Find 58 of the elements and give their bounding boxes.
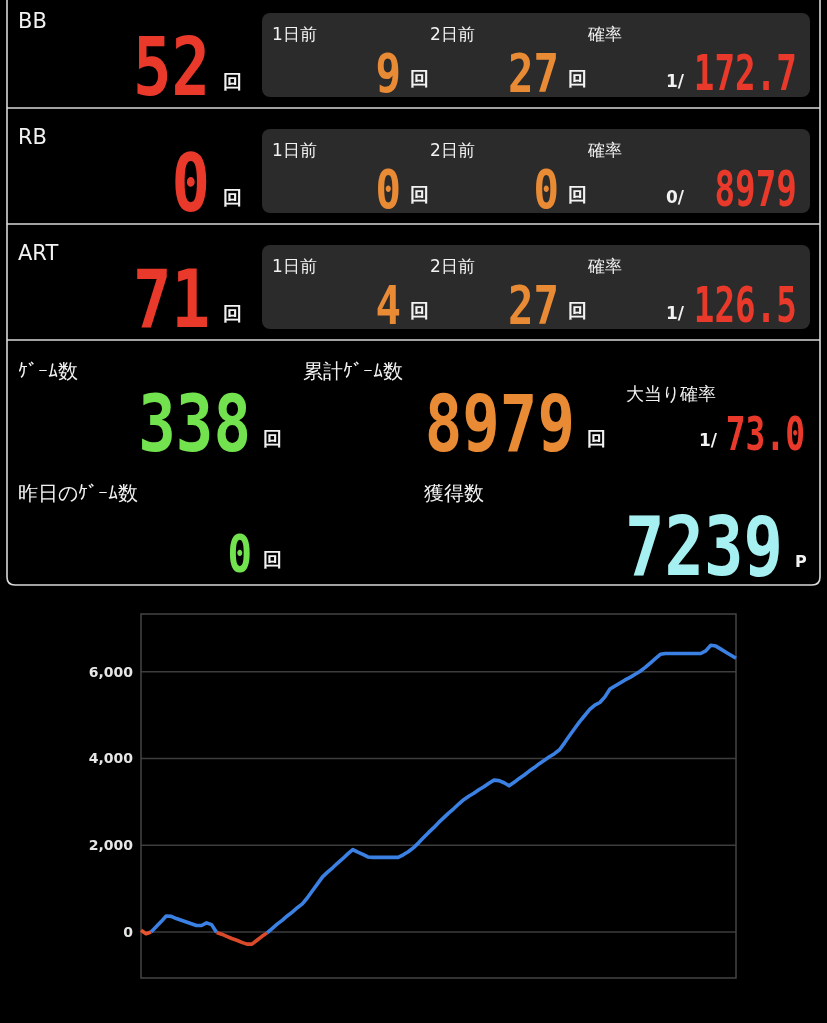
text: 1日前: [272, 24, 317, 44]
text: 回: [263, 427, 282, 449]
line-series: [265, 643, 738, 935]
y-tick-label: 4,000: [88, 750, 134, 767]
text: 27: [507, 274, 559, 337]
text: 回: [568, 67, 587, 89]
line-series: [149, 914, 219, 935]
text: 0: [171, 137, 210, 230]
text: 確率: [587, 24, 622, 44]
text: 27: [507, 42, 559, 105]
text: 1/: [699, 430, 718, 450]
text: 4: [375, 274, 401, 337]
text: P: [795, 552, 807, 571]
text: 126.5: [693, 276, 797, 334]
line-series: [214, 930, 269, 946]
text: 確率: [587, 140, 622, 160]
text: 71: [132, 253, 210, 346]
text: RB: [18, 125, 47, 149]
text: ART: [18, 241, 59, 265]
text: 回: [410, 299, 429, 321]
text: 8979: [714, 160, 797, 218]
text: 獲得数: [424, 481, 484, 505]
text: 確率: [587, 256, 622, 276]
text: 0: [227, 524, 252, 585]
text: 1/: [666, 71, 685, 91]
text: ｹﾞｰﾑ数: [18, 359, 78, 383]
text: 7239: [625, 498, 783, 595]
text: 9: [375, 42, 401, 105]
text: 回: [587, 427, 606, 449]
text: 1日前: [272, 140, 317, 160]
text: 1/: [666, 303, 685, 323]
text: 回: [410, 183, 429, 205]
y-tick-label: 2,000: [88, 837, 134, 854]
text: 回: [223, 302, 242, 324]
text: 52: [132, 21, 210, 114]
text: 回: [568, 183, 587, 205]
text: 2日前: [430, 256, 475, 276]
y-tick-label: 6,000: [88, 663, 134, 680]
text: 8979: [424, 378, 575, 470]
text: 0/: [666, 187, 685, 207]
text: 0: [375, 158, 401, 221]
text: 73.0: [725, 405, 805, 462]
text: 172.7: [693, 44, 797, 102]
text: 1日前: [272, 256, 317, 276]
text: 2日前: [430, 24, 475, 44]
text: 回: [410, 67, 429, 89]
text: 累計ｹﾞｰﾑ数: [303, 359, 403, 383]
text: 大当り確率: [626, 383, 716, 404]
text: 0: [533, 158, 559, 221]
text: 回: [568, 299, 587, 321]
text: 回: [223, 186, 242, 208]
text: BB: [18, 9, 47, 33]
text: 昨日のｹﾞｰﾑ数: [18, 481, 138, 505]
text: 338: [138, 378, 251, 470]
text: 2日前: [430, 140, 475, 160]
text: 回: [223, 70, 242, 92]
text: 回: [263, 548, 282, 570]
y-tick-label: 0: [123, 924, 134, 941]
